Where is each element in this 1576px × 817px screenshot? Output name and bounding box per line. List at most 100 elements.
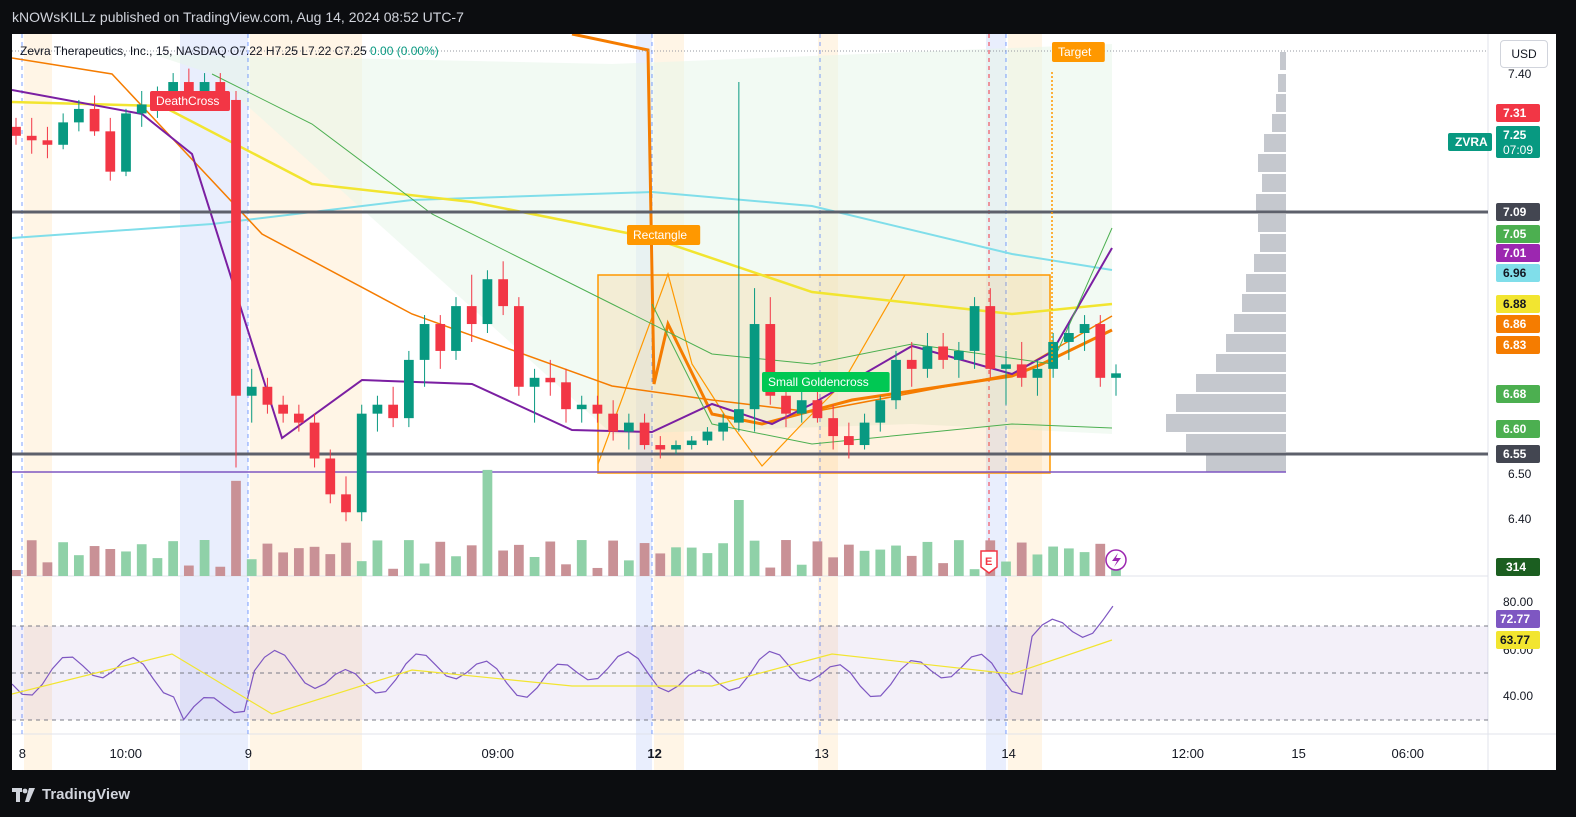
- candle-body: [246, 386, 257, 396]
- target-label-text: Target: [1058, 45, 1092, 59]
- candle-body: [953, 350, 964, 360]
- candle: [922, 333, 933, 378]
- x-tick-label: 10:00: [110, 746, 143, 761]
- footer-brand: TradingView: [42, 786, 131, 803]
- volume-bar: [906, 555, 917, 576]
- publisher-bar: kNOWsKILLz published on TradingView.com,…: [0, 0, 1576, 34]
- price-label-text: 6.60: [1503, 422, 1527, 436]
- price-label: 6.86: [1496, 315, 1540, 333]
- volume-bar: [781, 540, 791, 576]
- candle-body: [419, 324, 430, 360]
- candle: [341, 476, 351, 522]
- candle: [12, 117, 21, 145]
- volume-bar: [136, 544, 147, 576]
- candle: [561, 368, 571, 423]
- price-label-bg: [1496, 445, 1540, 463]
- volume-profile-bar-16: [1196, 374, 1286, 392]
- volume-label-text: 314: [1506, 560, 1526, 574]
- volume-bar: [671, 547, 681, 576]
- rsi-ma-bg: [1496, 631, 1540, 649]
- candle-body: [293, 413, 304, 423]
- candle: [42, 126, 53, 159]
- volume-bar: [1001, 561, 1011, 576]
- volume-bar: [1048, 546, 1059, 576]
- volume-bar: [152, 558, 163, 576]
- volume-profile-bar-19: [1186, 434, 1286, 452]
- volume-bar: [1079, 552, 1090, 576]
- volume-profile-bar-3: [1272, 114, 1286, 132]
- candle: [655, 436, 666, 459]
- candle: [89, 95, 100, 136]
- volume-bar: [891, 545, 901, 576]
- rsi-value-text: 72.77: [1500, 612, 1530, 626]
- volume-bar: [875, 549, 886, 576]
- candle-body: [733, 409, 744, 423]
- candle-body: [1001, 364, 1011, 369]
- candle-body: [749, 324, 760, 410]
- volume-bar: [1095, 543, 1106, 576]
- volume-profile-bar-5: [1258, 154, 1286, 172]
- candle-body: [183, 82, 194, 91]
- currency-button[interactable]: USD: [1500, 40, 1548, 68]
- volume-bar: [702, 553, 713, 576]
- rectangle-label-text: Rectangle: [633, 228, 687, 242]
- legend-symbol: Zevra Therapeutics, Inc., 15, NASDAQ: [20, 44, 227, 58]
- chart-panel[interactable]: DeathCross Rectangle Small Goldencross Targ…: [12, 34, 1556, 770]
- price-label-bg: [1496, 203, 1540, 221]
- price-label-text: 6.83: [1503, 338, 1527, 352]
- price-label: 6.60: [1496, 420, 1540, 438]
- earnings-marker: E: [980, 550, 998, 574]
- x-tick-label: 15: [1291, 746, 1305, 761]
- goldencross-label-text: Small Goldencross: [768, 375, 869, 389]
- chart-svg[interactable]: DeathCross Rectangle Small Goldencross Targ…: [12, 34, 1556, 770]
- candle: [278, 395, 289, 423]
- legend-low: L7.22: [301, 44, 332, 58]
- rsi-value-label: 72.77: [1496, 610, 1540, 628]
- volume-label-bg: [1496, 558, 1540, 576]
- candle: [309, 413, 320, 468]
- volume-bar: [73, 555, 84, 576]
- volume-bar: [482, 469, 493, 576]
- candle: [828, 404, 839, 450]
- volume-profile-bar-10: [1254, 254, 1286, 272]
- candle: [671, 440, 681, 454]
- legend-change: 0.00 (0.00%): [370, 44, 439, 58]
- volume-bar: [1063, 548, 1074, 576]
- volume-profile-bar-1: [1278, 74, 1286, 92]
- candle-body: [1111, 373, 1121, 378]
- tradingview-logo-icon: [12, 787, 36, 802]
- volume-profile-bar-9: [1260, 234, 1286, 252]
- candle-body: [1016, 364, 1027, 378]
- legend-close: C7.25: [334, 44, 367, 58]
- candle: [686, 436, 697, 450]
- candle: [246, 368, 257, 423]
- candle-body: [529, 377, 540, 387]
- volume-bar: [1016, 542, 1027, 576]
- volume-profile-bar-20: [1206, 454, 1286, 472]
- volume-bar: [42, 562, 53, 576]
- candle-body: [105, 131, 116, 172]
- volume-bar: [749, 540, 760, 576]
- x-tick-label: 12:00: [1172, 746, 1205, 761]
- volume-bar: [623, 560, 634, 576]
- price-label-bg: [1496, 315, 1540, 333]
- candle: [796, 386, 807, 423]
- volume-bar: [121, 551, 131, 576]
- volume-bar: [639, 543, 650, 576]
- candle-body: [372, 404, 383, 414]
- legend-open: O7.22: [229, 44, 263, 58]
- volume-bar: [608, 540, 619, 576]
- candle-body: [89, 108, 100, 132]
- volume-bar: [859, 550, 870, 576]
- candle-body: [812, 400, 823, 419]
- volume-bar: [969, 569, 980, 576]
- volume-bar: [843, 544, 854, 576]
- price-label-text: 6.96: [1503, 266, 1527, 280]
- volume-bar: [545, 541, 556, 576]
- price-label-text: 7.31: [1503, 106, 1527, 120]
- price-label: 6.96: [1496, 264, 1540, 282]
- candle-body: [73, 108, 84, 123]
- deathcross-label-bg: [150, 91, 230, 111]
- x-tick-label: 09:00: [482, 746, 515, 761]
- candle: [969, 297, 980, 369]
